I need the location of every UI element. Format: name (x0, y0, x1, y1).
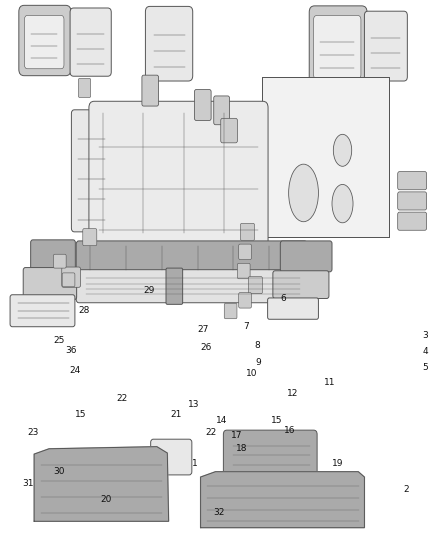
Text: 36: 36 (65, 346, 76, 355)
FancyBboxPatch shape (89, 101, 268, 247)
FancyBboxPatch shape (83, 229, 97, 246)
FancyBboxPatch shape (76, 241, 307, 275)
Text: 29: 29 (144, 286, 155, 295)
Ellipse shape (289, 164, 318, 222)
FancyBboxPatch shape (314, 15, 361, 79)
Text: 15: 15 (271, 416, 282, 424)
FancyBboxPatch shape (166, 268, 183, 304)
FancyBboxPatch shape (237, 263, 250, 279)
Text: 5: 5 (423, 364, 428, 372)
Text: 23: 23 (27, 429, 39, 437)
FancyBboxPatch shape (19, 5, 71, 76)
FancyBboxPatch shape (53, 254, 66, 268)
Text: 19: 19 (332, 459, 343, 468)
FancyBboxPatch shape (214, 96, 230, 125)
FancyBboxPatch shape (221, 118, 237, 143)
Text: 22: 22 (116, 394, 127, 403)
Text: 9: 9 (255, 358, 261, 367)
Bar (262, 77, 389, 237)
Text: 26: 26 (201, 343, 212, 352)
FancyBboxPatch shape (268, 298, 318, 319)
Text: 21: 21 (170, 410, 181, 419)
Ellipse shape (332, 184, 353, 223)
FancyBboxPatch shape (25, 15, 64, 69)
FancyBboxPatch shape (70, 8, 111, 76)
FancyBboxPatch shape (62, 273, 75, 287)
Text: 16: 16 (284, 426, 295, 435)
FancyBboxPatch shape (76, 270, 307, 303)
Polygon shape (201, 472, 364, 528)
FancyBboxPatch shape (398, 172, 427, 190)
FancyBboxPatch shape (398, 192, 427, 210)
Text: 1: 1 (192, 459, 198, 468)
Text: 4: 4 (423, 348, 428, 356)
Text: 18: 18 (236, 445, 247, 453)
Text: 28: 28 (79, 306, 90, 314)
Text: 24: 24 (69, 366, 81, 375)
Text: 15: 15 (75, 410, 87, 419)
FancyBboxPatch shape (78, 78, 91, 98)
FancyBboxPatch shape (71, 110, 112, 232)
FancyBboxPatch shape (239, 293, 251, 308)
FancyBboxPatch shape (151, 439, 192, 475)
Text: 7: 7 (243, 322, 249, 330)
Text: 12: 12 (287, 389, 298, 398)
Text: 17: 17 (231, 432, 243, 440)
Text: 27: 27 (197, 325, 208, 334)
FancyBboxPatch shape (23, 268, 77, 300)
FancyBboxPatch shape (194, 90, 211, 120)
Text: 30: 30 (53, 467, 65, 476)
FancyBboxPatch shape (309, 6, 367, 85)
FancyBboxPatch shape (145, 6, 193, 81)
Text: 32: 32 (214, 508, 225, 517)
FancyBboxPatch shape (248, 277, 262, 294)
Text: 14: 14 (215, 416, 227, 424)
FancyBboxPatch shape (273, 271, 329, 298)
FancyBboxPatch shape (142, 75, 159, 106)
Text: 2: 2 (403, 485, 409, 494)
Text: 10: 10 (246, 369, 258, 377)
FancyBboxPatch shape (224, 303, 237, 319)
FancyBboxPatch shape (62, 267, 81, 287)
Text: 25: 25 (53, 336, 65, 344)
Text: 31: 31 (23, 480, 34, 488)
FancyBboxPatch shape (31, 240, 75, 272)
Text: 6: 6 (280, 294, 286, 303)
Text: 20: 20 (100, 496, 111, 504)
FancyBboxPatch shape (223, 430, 317, 476)
Polygon shape (34, 447, 169, 521)
FancyBboxPatch shape (398, 212, 427, 230)
Text: 22: 22 (205, 429, 216, 437)
Text: 11: 11 (324, 378, 336, 387)
Text: 3: 3 (423, 332, 428, 340)
Ellipse shape (333, 134, 352, 166)
FancyBboxPatch shape (240, 223, 254, 240)
FancyBboxPatch shape (10, 295, 75, 327)
FancyBboxPatch shape (364, 11, 407, 81)
FancyBboxPatch shape (280, 241, 332, 272)
Text: 8: 8 (254, 341, 260, 350)
FancyBboxPatch shape (239, 244, 251, 260)
Text: 13: 13 (188, 400, 200, 408)
Bar (262, 77, 389, 237)
